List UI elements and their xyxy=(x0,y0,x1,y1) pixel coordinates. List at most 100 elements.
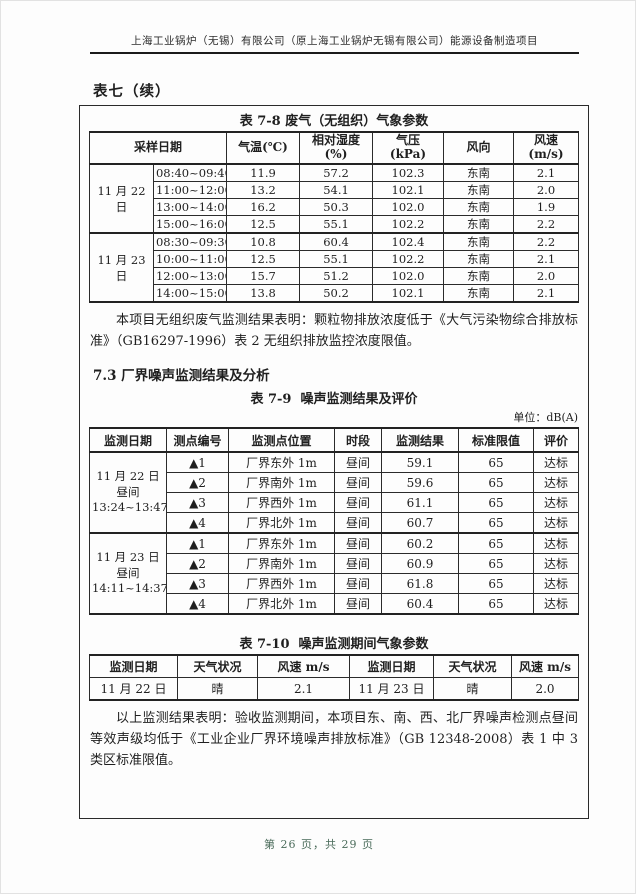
column-header: 监测点位置 xyxy=(228,427,335,453)
table-cell: 昼间 xyxy=(334,492,382,513)
table-cell: ▲3 xyxy=(166,492,229,513)
table-row: ▲3 厂界西外 1m 昼间 61.1 65 达标 xyxy=(90,492,579,513)
column-header: 监测日期 xyxy=(89,427,167,453)
table-cell: 2.1 xyxy=(257,677,350,701)
table-cell: 65 xyxy=(458,532,534,554)
table-row: 11 月 23 日 昼间 14:11~14:37 ▲1 厂界东外 1m 昼间 6… xyxy=(89,532,579,615)
table-cell: 晴 xyxy=(433,677,512,701)
table-cell: 厂界西外 1m xyxy=(228,573,335,594)
table-row: ▲2 厂界南外 1m 昼间 59.6 65 达标 xyxy=(90,472,579,493)
table-cell: 达标 xyxy=(533,593,579,615)
table-cell: 东南 xyxy=(443,232,514,251)
form-frame: 表 7-8 废气（无组织）气象参数 采样日期 气温(℃) 相对湿度 (%) 气压… xyxy=(79,105,589,819)
table-row: 监测日期 测点编号 监测点位置 时段 监测结果 标准限值 评价 xyxy=(89,427,579,453)
table-cell: 昼间 xyxy=(334,532,382,554)
table-cell: 昼间 xyxy=(334,593,382,615)
table-cell: 14:00~15:00 xyxy=(152,284,228,303)
table-cell: 51.2 xyxy=(299,267,373,285)
table-cell: 102.3 xyxy=(372,163,444,182)
table-cell: 2.1 xyxy=(513,284,579,303)
table-row: 11 月 22 日 08:40~09:40 11.9 57.2 102.3 东南… xyxy=(88,163,579,234)
table-cell: 2.0 xyxy=(513,181,579,199)
table-cell: 15:00~16:00 xyxy=(152,215,228,234)
table-row: 11 月 22 日 昼间 13:24~13:47 ▲1 厂界东外 1m 昼间 5… xyxy=(89,451,579,534)
table-cell: 08:30~09:30 xyxy=(152,232,228,251)
table-cell: 东南 xyxy=(443,284,514,303)
table-cell: 57.2 xyxy=(299,163,373,182)
table-cell: 达标 xyxy=(533,492,579,513)
table-cell: 102.1 xyxy=(372,284,444,303)
table-cell: 13:00~14:00 xyxy=(152,198,228,216)
column-header: 采样日期 xyxy=(88,131,228,165)
column-header: 相对湿度 (%) xyxy=(299,131,373,165)
table-row: 15:00~16:00 12.5 55.1 102.2 东南 2.2 xyxy=(89,215,579,234)
table-cell: 厂界南外 1m xyxy=(228,553,335,574)
table-cell: 102.4 xyxy=(372,232,444,251)
date-cell: 11 月 23 日 昼间 14:11~14:37 xyxy=(89,532,167,615)
table-row: 监测日期 天气状况 风速 m/s 监测日期 天气状况 风速 m/s xyxy=(89,654,579,678)
table-cell: 65 xyxy=(458,472,534,493)
header-rule xyxy=(90,52,579,54)
note-noise-result: 以上监测结果表明：验收监测期间，本项目东、南、西、北厂界噪声检测点昼间等效声级均… xyxy=(90,711,578,768)
column-header: 气压 (kPa) xyxy=(372,131,444,165)
section-heading-7-3: 7.3 厂界噪声监测结果及分析 xyxy=(93,368,270,384)
table-cell: 102.2 xyxy=(372,215,444,234)
table-row: 采样日期 气温(℃) 相对湿度 (%) 气压 (kPa) 风向 风速 (m/s) xyxy=(88,131,579,165)
column-header: 监测日期 xyxy=(349,654,434,678)
table-cell: 60.4 xyxy=(381,593,459,615)
table-cell: 厂界北外 1m xyxy=(228,512,335,534)
table-cell: 50.2 xyxy=(299,284,373,303)
table-cell: 12.5 xyxy=(226,215,300,234)
column-header: 风速 m/s xyxy=(511,654,579,678)
table-cell: ▲3 xyxy=(166,573,229,594)
table-cell: 厂界西外 1m xyxy=(228,492,335,513)
table-cell: 55.1 xyxy=(299,250,373,268)
table-7-8-title: 表 7-8 废气（无组织）气象参数 xyxy=(239,114,429,129)
table-cell: 昼间 xyxy=(334,553,382,574)
table-row: 10:00~11:00 12.5 55.1 102.2 东南 2.1 xyxy=(89,250,579,268)
table-cell: ▲1 xyxy=(166,451,229,473)
table-cell: 达标 xyxy=(533,472,579,493)
table-cell: 2.0 xyxy=(511,677,579,701)
table-cell: 102.1 xyxy=(372,181,444,199)
table-cell: 65 xyxy=(458,451,534,473)
table-cell: 昼间 xyxy=(334,512,382,534)
column-header: 评价 xyxy=(533,427,579,453)
table-cell: 厂界东外 1m xyxy=(228,451,335,473)
table-cell: 65 xyxy=(458,593,534,615)
table-cell: 11.9 xyxy=(226,163,300,182)
table-cell: 50.3 xyxy=(299,198,373,216)
table-cell: 102.0 xyxy=(372,267,444,285)
table-cell: 10.8 xyxy=(226,232,300,251)
table-cell: 2.1 xyxy=(513,163,579,182)
table-cell: 11:00~12:00 xyxy=(152,181,228,199)
table-cell: 12:00~13:00 xyxy=(152,267,228,285)
table-cell: 晴 xyxy=(177,677,258,701)
table-cell: 65 xyxy=(458,573,534,594)
table-row: ▲2 厂界南外 1m 昼间 60.9 65 达标 xyxy=(90,553,579,574)
column-header: 气温(℃) xyxy=(226,131,300,165)
table-cell: 60.9 xyxy=(381,553,459,574)
column-header: 天气状况 xyxy=(433,654,512,678)
table-cell: 东南 xyxy=(443,267,514,285)
table-cell: 厂界南外 1m xyxy=(228,472,335,493)
table-row: 13:00~14:00 16.2 50.3 102.0 东南 1.9 xyxy=(89,198,579,216)
column-header: 测点编号 xyxy=(166,427,229,453)
table-cell: ▲4 xyxy=(166,512,229,534)
table-cell: 59.6 xyxy=(381,472,459,493)
table-cell: 达标 xyxy=(533,532,579,554)
table-row: 11:00~12:00 13.2 54.1 102.1 东南 2.0 xyxy=(89,181,579,199)
table-7-9: 监测日期 测点编号 监测点位置 时段 监测结果 标准限值 评价 11 月 22 … xyxy=(89,427,579,615)
table-cell: 16.2 xyxy=(226,198,300,216)
table-row: 11 月 22 日 晴 2.1 11 月 23 日 晴 2.0 xyxy=(89,677,579,701)
date-cell: 11 月 22 日 xyxy=(88,163,154,234)
table-cell: 11 月 23 日 xyxy=(349,677,434,701)
table-cell: ▲2 xyxy=(166,472,229,493)
table-cell: 厂界北外 1m xyxy=(228,593,335,615)
table-cell: 1.9 xyxy=(513,198,579,216)
table-cell: 65 xyxy=(458,512,534,534)
table-cell: 15.7 xyxy=(226,267,300,285)
table-cell: 55.1 xyxy=(299,215,373,234)
table-cell: 60.4 xyxy=(299,232,373,251)
